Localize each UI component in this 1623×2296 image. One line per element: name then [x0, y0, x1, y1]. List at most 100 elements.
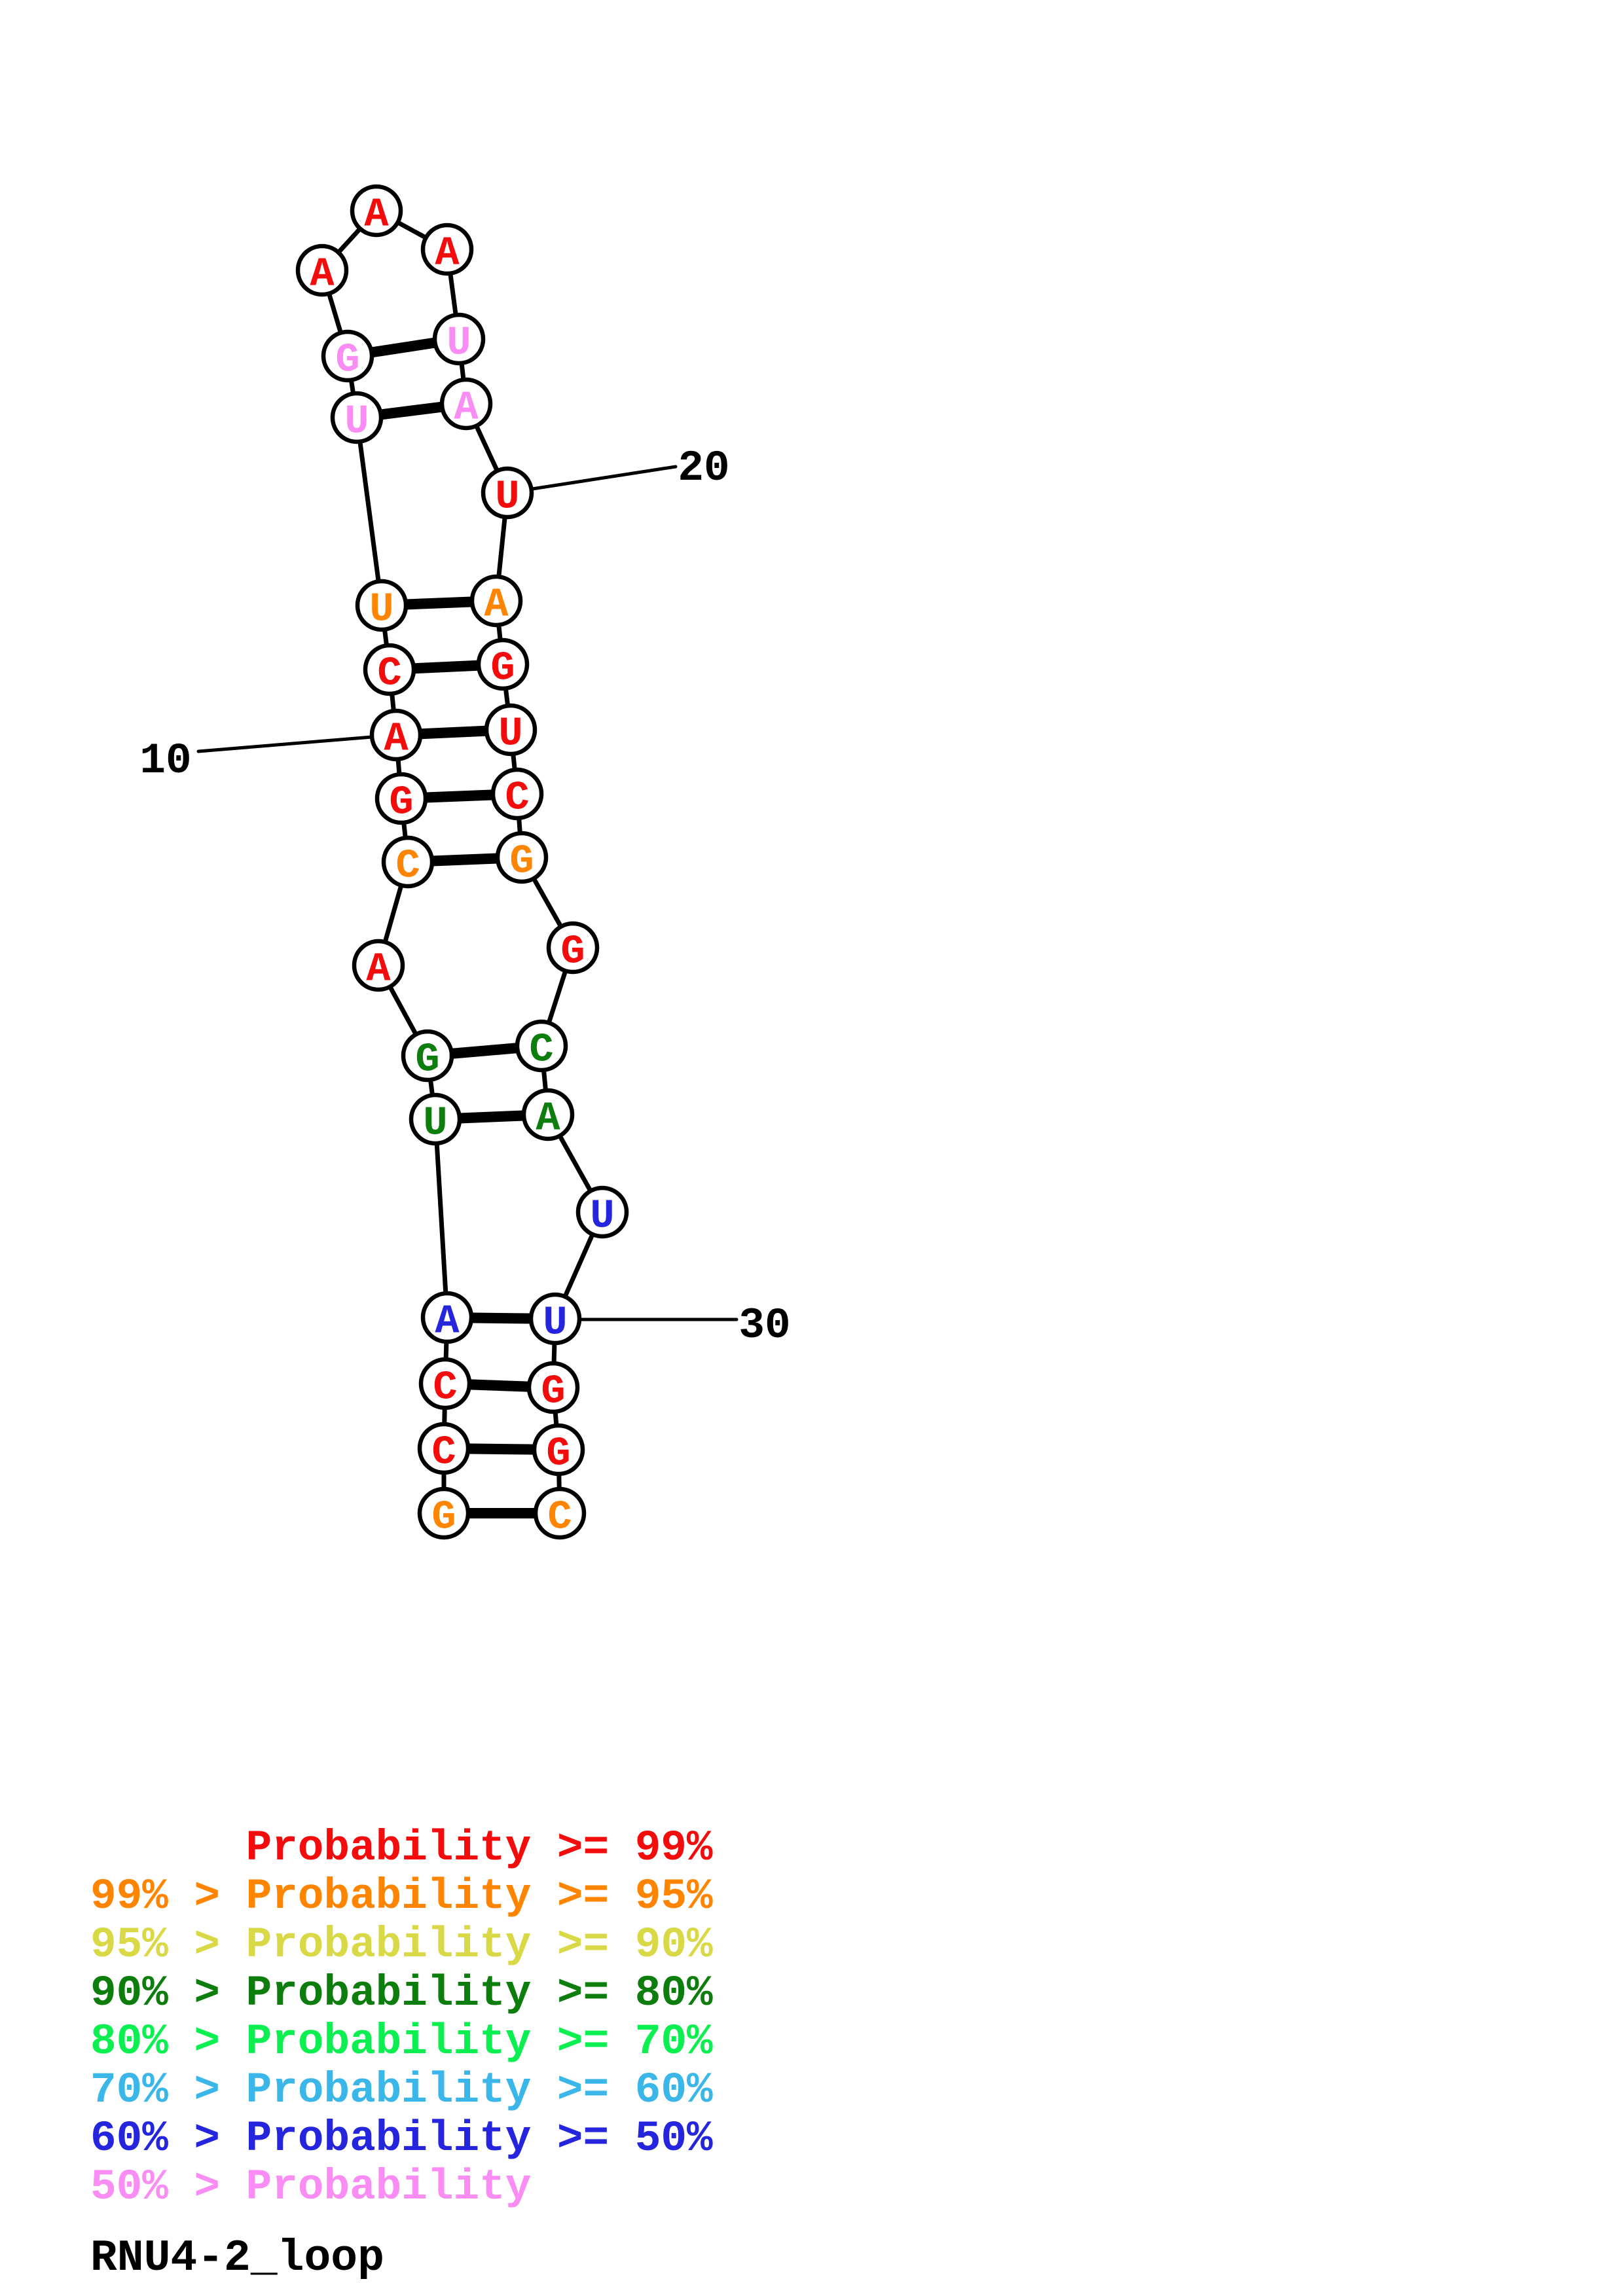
nucleotide-G6: G: [401, 1029, 454, 1083]
nucleotide-G9: G: [374, 772, 428, 825]
nucleotide-U29: U: [575, 1185, 629, 1239]
nucleotide-C27: C: [515, 1019, 568, 1073]
base-letter: C: [505, 774, 529, 821]
base-circle: [369, 708, 423, 762]
nucleotide-U5: U: [409, 1092, 462, 1146]
nucleotide-G31: G: [526, 1361, 580, 1414]
base-letter: C: [529, 1026, 553, 1073]
base-letter: A: [364, 191, 389, 238]
nucleotide-C11: C: [363, 643, 416, 696]
nucleotide-G1: G: [417, 1486, 471, 1540]
base-circle: [417, 1486, 471, 1540]
nucleotide-U18: U: [432, 312, 486, 366]
base-letter: G: [509, 838, 534, 884]
nucleotide-A16: A: [350, 184, 403, 238]
base-circle: [532, 1423, 585, 1477]
base-letter: G: [389, 779, 413, 825]
position-label-10: 10: [139, 736, 191, 785]
nucleotide-U23: U: [484, 703, 538, 757]
base-letter: U: [344, 398, 369, 444]
base-circle: [439, 377, 493, 431]
position-label-30: 30: [739, 1301, 790, 1350]
label-leader-lines: [196, 465, 739, 1321]
base-circle: [321, 329, 374, 383]
base-letter: A: [484, 581, 509, 628]
base-circle: [476, 637, 530, 691]
legend-row-lt50: 50% > Probability: [90, 2162, 531, 2212]
base-circle: [352, 939, 405, 992]
nucleotide-G32: G: [532, 1423, 585, 1477]
legend-row-70to80: 80% > Probability >= 70%: [90, 2017, 713, 2066]
base-letter: C: [547, 1494, 572, 1540]
base-letter: U: [447, 319, 471, 366]
base-letter: G: [490, 645, 515, 691]
backbone-segment-12-13: [354, 415, 384, 608]
base-circle: [481, 466, 534, 520]
nucleotide-C2: C: [417, 1422, 471, 1475]
base-circle: [363, 643, 416, 696]
nucleotide-A19: A: [439, 377, 493, 431]
base-circle: [374, 772, 428, 825]
backbone-segment-4-5: [433, 1117, 450, 1320]
base-letter: A: [536, 1095, 560, 1141]
base-circle: [432, 312, 486, 366]
nucleotide-A7: A: [352, 939, 405, 992]
base-circle: [401, 1029, 454, 1083]
base-letter: A: [435, 230, 460, 276]
nucleotide-A28: A: [521, 1088, 575, 1141]
base-letter: A: [366, 946, 391, 992]
base-circle: [490, 767, 544, 821]
base-letter: G: [335, 336, 359, 383]
base-letter: U: [423, 1100, 447, 1146]
base-letter: U: [498, 710, 522, 757]
legend-row-95to99: 99% > Probability >= 95%: [90, 1872, 713, 1921]
base-circle: [420, 223, 474, 276]
base-circle: [495, 831, 549, 884]
base-letter: G: [560, 928, 585, 975]
nucleotide-A17: A: [420, 223, 474, 276]
base-circle: [381, 835, 435, 889]
leader-line-20: [530, 465, 678, 491]
base-circle: [350, 184, 403, 238]
base-circle: [295, 243, 349, 297]
base-circle: [533, 1486, 587, 1540]
base-letter: A: [310, 251, 335, 297]
nucleotide-U30: U: [528, 1292, 582, 1346]
nucleotide-G26: G: [546, 921, 600, 975]
base-circle: [409, 1092, 462, 1146]
nucleotide-C24: C: [490, 767, 544, 821]
base-circle: [418, 1357, 472, 1410]
legend-row-90to95: 95% > Probability >= 90%: [90, 1920, 713, 1969]
legend-row-50to60: 60% > Probability >= 50%: [90, 2114, 713, 2163]
base-circle: [546, 921, 600, 975]
plot-title: RNU4-2_loop: [90, 2233, 384, 2284]
base-letter: C: [431, 1429, 456, 1475]
nucleotide-G22: G: [476, 637, 530, 691]
nucleotide-A4: A: [420, 1291, 474, 1344]
legend-row-80to90: 90% > Probability >= 80%: [90, 1969, 713, 2018]
leader-line-10: [196, 735, 374, 753]
base-letter: G: [431, 1494, 456, 1540]
base-letter: U: [495, 473, 519, 520]
probability-legend: Probability >= 99%99% > Probability >= 9…: [90, 1823, 713, 2212]
base-circle: [521, 1088, 575, 1141]
base-circle: [355, 579, 409, 632]
nucleotide-G25: G: [495, 831, 549, 884]
base-circle: [484, 703, 538, 757]
base-circle: [515, 1019, 568, 1073]
base-circle: [417, 1422, 471, 1475]
nucleotide-C3: C: [418, 1357, 472, 1410]
base-letter: G: [546, 1430, 570, 1477]
base-circle: [528, 1292, 582, 1346]
nucleotide-G14: G: [321, 329, 374, 383]
base-letter: U: [543, 1299, 567, 1346]
base-letter: C: [377, 650, 401, 696]
nucleotide-A10: A: [369, 708, 423, 762]
nucleotide-U12: U: [355, 579, 409, 632]
nucleotide-A15: A: [295, 243, 349, 297]
base-letter: A: [384, 715, 409, 762]
nucleotide-C8: C: [381, 835, 435, 889]
